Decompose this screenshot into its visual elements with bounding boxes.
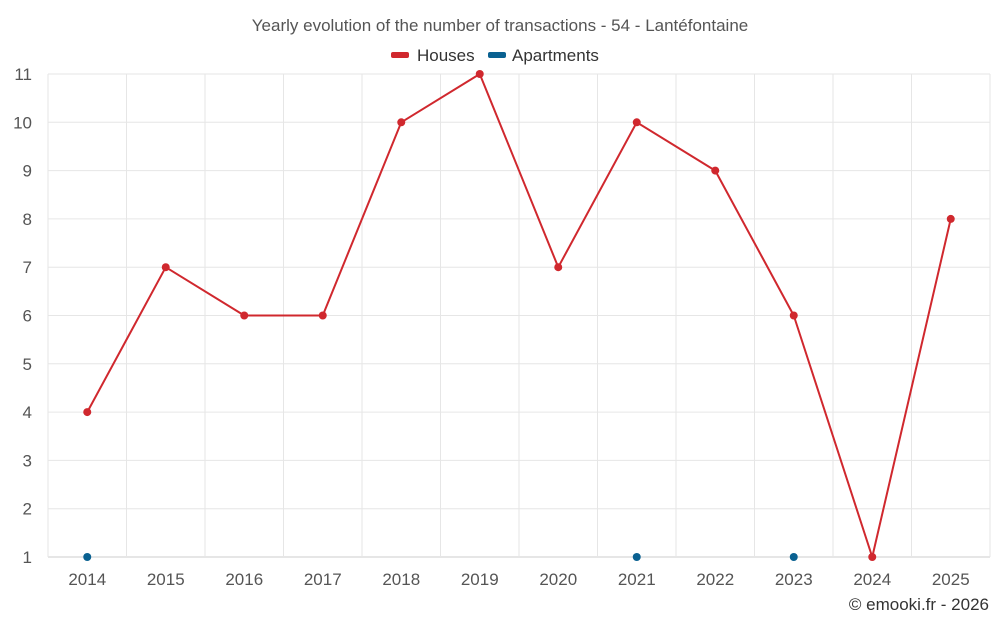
data-point-houses[interactable] xyxy=(240,311,249,320)
y-tick-label: 2 xyxy=(23,500,32,519)
data-point-houses[interactable] xyxy=(161,263,170,272)
x-axis-ticks: 2014 2015 2016 2017 2018 2019 2020 2021 2022 2023… xyxy=(68,570,969,589)
y-tick-label: 11 xyxy=(14,65,32,84)
legend: Houses Apartments xyxy=(391,46,599,65)
x-tick-label: 2021 xyxy=(618,570,656,589)
y-axis-ticks: 1 2 3 4 5 6 7 8 9 10 11 xyxy=(13,65,32,567)
x-tick-label: 2022 xyxy=(696,570,734,589)
chart-title: Yearly evolution of the number of transa… xyxy=(252,16,748,35)
x-tick-label: 2025 xyxy=(932,570,970,589)
x-tick-label: 2020 xyxy=(539,570,577,589)
x-tick-label: 2023 xyxy=(775,570,813,589)
credit-text: © emooki.fr - 2026 xyxy=(849,595,989,614)
data-point-houses[interactable] xyxy=(632,118,641,127)
legend-item-houses[interactable]: Houses xyxy=(391,46,475,65)
y-tick-label: 5 xyxy=(23,355,32,374)
y-tick-label: 7 xyxy=(23,258,32,277)
series xyxy=(83,70,955,561)
y-tick-label: 3 xyxy=(23,451,32,470)
legend-label-apartments: Apartments xyxy=(512,46,599,65)
x-tick-label: 2024 xyxy=(853,570,891,589)
data-point-houses[interactable] xyxy=(789,311,798,320)
x-tick-label: 2016 xyxy=(225,570,263,589)
data-point-apartments[interactable] xyxy=(83,553,92,561)
series-line-houses xyxy=(86,73,952,558)
data-point-houses[interactable] xyxy=(946,214,955,223)
legend-label-houses: Houses xyxy=(417,46,475,65)
data-point-apartments[interactable] xyxy=(789,553,798,561)
data-point-houses[interactable] xyxy=(475,70,484,78)
y-tick-label: 1 xyxy=(23,548,32,567)
data-point-houses[interactable] xyxy=(397,118,406,127)
series-houses xyxy=(83,70,955,561)
legend-swatch-houses xyxy=(391,52,409,58)
data-point-houses[interactable] xyxy=(554,263,563,272)
x-tick-label: 2017 xyxy=(304,570,342,589)
y-tick-label: 8 xyxy=(23,210,32,229)
x-tick-label: 2019 xyxy=(461,570,499,589)
x-tick-label: 2018 xyxy=(382,570,420,589)
legend-swatch-apartments xyxy=(488,52,506,58)
series-apartments xyxy=(83,553,798,561)
data-point-houses[interactable] xyxy=(318,311,327,320)
data-point-houses[interactable] xyxy=(83,408,92,417)
data-point-houses[interactable] xyxy=(868,553,877,561)
y-tick-label: 6 xyxy=(23,307,32,326)
data-point-apartments[interactable] xyxy=(632,553,641,561)
grid xyxy=(47,73,991,558)
legend-item-apartments[interactable]: Apartments xyxy=(488,46,599,65)
data-point-houses[interactable] xyxy=(711,166,720,175)
y-tick-label: 10 xyxy=(13,113,32,132)
y-tick-label: 9 xyxy=(23,162,32,181)
y-tick-label: 4 xyxy=(23,403,32,422)
x-tick-label: 2015 xyxy=(147,570,185,589)
x-tick-label: 2014 xyxy=(68,570,106,589)
